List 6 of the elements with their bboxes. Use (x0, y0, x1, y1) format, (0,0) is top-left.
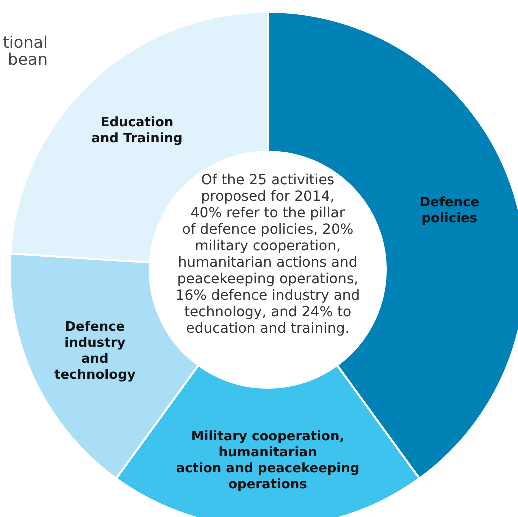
slice-label: Military cooperation, humanitarian action and peacekeeping operations (176, 430, 360, 492)
slice-label: Defence policies (420, 195, 480, 226)
text: tional bean (3, 33, 48, 69)
text: Of the 25 activities proposed for 2014, 40% refer to the pillar of defence policies, 20% military cooperation, humanitarian actions and peacekeeping operations, 16% defence industry and technology, and 24% to education and training. (176, 172, 360, 337)
slice-label: Defence industry and technology (54, 320, 136, 383)
slice-label: Education and Training (92, 115, 183, 146)
